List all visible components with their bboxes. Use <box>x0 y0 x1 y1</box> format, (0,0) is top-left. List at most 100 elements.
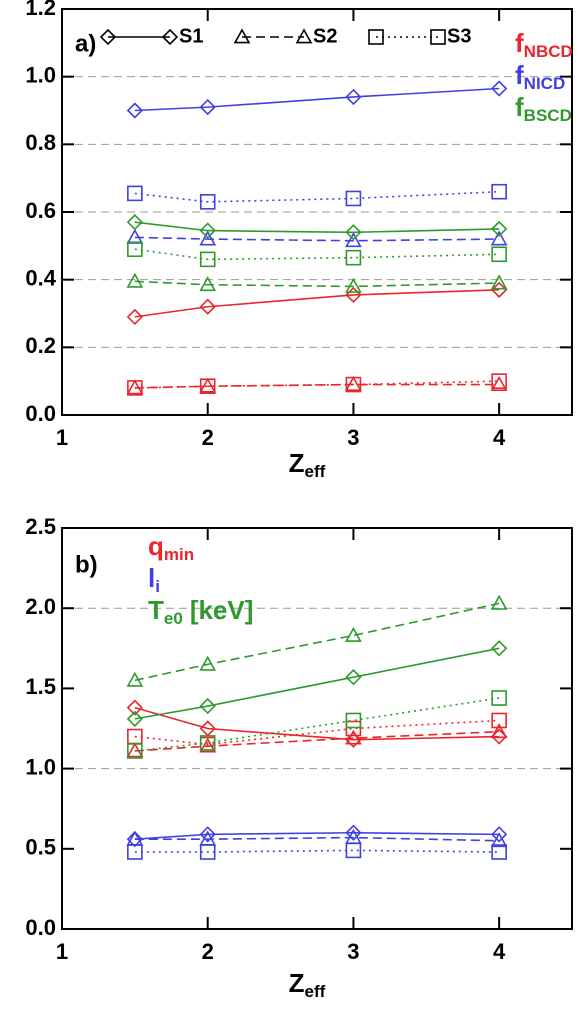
panel-label: b) <box>75 551 98 578</box>
data-point <box>490 594 508 610</box>
data-point <box>126 308 143 326</box>
data-point <box>490 230 508 246</box>
data-point <box>491 373 507 389</box>
legend-marker <box>161 28 179 46</box>
legend-label: S1 <box>179 25 203 47</box>
data-point <box>490 832 508 848</box>
series-line <box>134 836 500 842</box>
y-tick-label: 0.0 <box>25 915 56 940</box>
data-point <box>126 671 144 687</box>
data-point <box>127 844 143 860</box>
series-line <box>134 831 500 840</box>
data-point <box>491 246 507 263</box>
x-tick-label: 3 <box>347 425 359 450</box>
data-point <box>126 699 143 716</box>
quantity-symbol: f <box>515 60 524 90</box>
data-point <box>126 214 143 231</box>
y-tick-label: 0.4 <box>25 265 56 290</box>
quantity-symbol: q <box>148 531 164 561</box>
series-line <box>134 221 500 234</box>
y-tick-label: 1.0 <box>25 62 56 87</box>
data-point <box>126 710 143 728</box>
data-point <box>127 743 143 759</box>
series-line <box>134 719 500 746</box>
data-point <box>126 742 144 758</box>
data-point <box>490 274 508 290</box>
data-point <box>491 712 507 729</box>
x-axis-label-sub: eff <box>305 462 326 481</box>
y-tick-label: 1.5 <box>25 674 56 699</box>
x-tick-label: 3 <box>347 939 359 964</box>
data-point <box>491 844 507 860</box>
data-point <box>345 190 362 207</box>
quantity-subscript: i <box>155 577 160 596</box>
quantity-label: fBSCD <box>515 92 572 126</box>
x-tick-label: 1 <box>56 425 68 450</box>
data-point <box>199 844 216 860</box>
series-line <box>134 647 500 720</box>
quantity-symbol: l <box>148 563 155 593</box>
y-tick-label: 0.6 <box>25 198 56 223</box>
quantity-subscript: e0 <box>164 609 183 628</box>
series-line <box>134 190 500 203</box>
quantity-symbol: T <box>148 595 164 625</box>
series-line <box>134 706 500 741</box>
quantity-subscript: min <box>164 545 194 564</box>
data-point <box>199 378 216 395</box>
y-tick-label: 0.2 <box>25 333 56 358</box>
series-line <box>134 248 500 261</box>
series-line <box>134 280 500 288</box>
legend-marker <box>368 29 384 45</box>
quantity-suffix: [keV] <box>190 595 254 625</box>
data-point <box>199 98 216 116</box>
data-point <box>126 102 143 119</box>
data-point <box>345 249 362 266</box>
data-point <box>126 228 144 244</box>
quantity-label: li <box>148 563 160 597</box>
data-point <box>126 379 144 395</box>
panel-label: a) <box>75 30 96 57</box>
data-point <box>345 224 362 241</box>
data-point <box>345 626 362 642</box>
series-line <box>134 380 500 389</box>
series-line <box>134 236 500 242</box>
series-line <box>134 289 500 318</box>
legend-marker <box>430 29 446 45</box>
data-point <box>491 690 507 706</box>
plot-frame <box>61 527 573 930</box>
data-point <box>126 272 144 288</box>
data-point <box>345 376 362 393</box>
x-tick-label: 2 <box>202 425 214 450</box>
series-line <box>134 849 500 853</box>
data-point <box>199 697 216 715</box>
data-point <box>491 220 508 238</box>
data-point <box>345 824 362 841</box>
quantity-subscript: NICD <box>524 74 566 93</box>
data-point <box>490 723 508 739</box>
data-point <box>199 230 217 246</box>
data-point <box>491 183 507 200</box>
x-axis-label-sub: eff <box>305 982 326 1001</box>
y-tick-label: 0.0 <box>25 401 56 426</box>
data-point <box>345 842 362 859</box>
legend-label: S2 <box>313 25 337 47</box>
x-axis-label: Zeff <box>289 968 326 1002</box>
data-point <box>490 375 508 391</box>
data-point <box>199 276 217 292</box>
data-point <box>127 185 143 202</box>
x-tick-label: 1 <box>56 939 68 964</box>
series-line <box>134 602 500 682</box>
data-point <box>199 298 216 315</box>
x-axis-label-main: Z <box>289 968 305 998</box>
y-tick-label: 2.5 <box>25 514 56 539</box>
quantity-symbol: f <box>515 92 524 122</box>
y-tick-label: 0.5 <box>25 835 56 860</box>
quantity-label: fNICD <box>515 60 565 94</box>
data-point <box>491 640 508 657</box>
data-point <box>491 80 508 97</box>
data-point <box>127 380 143 396</box>
data-point <box>345 277 362 293</box>
series-line <box>134 730 500 752</box>
